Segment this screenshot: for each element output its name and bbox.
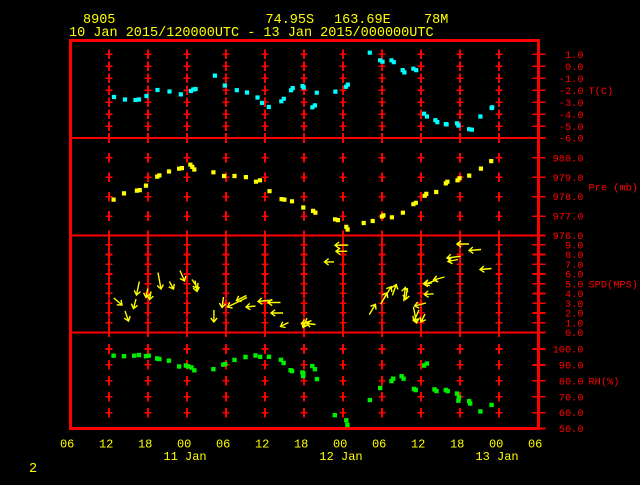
- svg-text:9.0: 9.0: [565, 240, 584, 252]
- svg-text:979.0: 979.0: [553, 173, 584, 185]
- svg-text:SPD(MPS): SPD(MPS): [589, 279, 638, 291]
- svg-text:00: 00: [489, 438, 503, 452]
- svg-text:74.95S: 74.95S: [266, 13, 315, 28]
- svg-text:12: 12: [411, 438, 425, 452]
- svg-text:5.0: 5.0: [565, 279, 584, 291]
- svg-text:60.0: 60.0: [559, 408, 584, 420]
- svg-text:980.0: 980.0: [553, 153, 584, 165]
- svg-text:10 Jan 2015/120000UTC - 13 Jan: 10 Jan 2015/120000UTC - 13 Jan 2015/0000…: [69, 26, 434, 41]
- svg-text:11 Jan: 11 Jan: [163, 450, 206, 464]
- svg-text:1.0: 1.0: [565, 318, 584, 330]
- svg-text:977.0: 977.0: [553, 212, 584, 224]
- svg-text:00: 00: [333, 438, 347, 452]
- svg-text:8905: 8905: [83, 13, 115, 28]
- svg-text:-1.0: -1.0: [559, 74, 584, 86]
- svg-text:90.0: 90.0: [559, 361, 584, 373]
- svg-text:-4.0: -4.0: [559, 110, 584, 122]
- svg-text:18: 18: [450, 438, 464, 452]
- svg-text:0.0: 0.0: [565, 62, 584, 74]
- svg-text:0.0: 0.0: [565, 328, 584, 340]
- svg-text:06: 06: [60, 438, 74, 452]
- svg-text:2.0: 2.0: [565, 309, 584, 321]
- svg-text:RH(%): RH(%): [589, 376, 620, 388]
- svg-text:4.0: 4.0: [565, 289, 584, 301]
- svg-text:1.0: 1.0: [565, 50, 584, 62]
- svg-text:13 Jan: 13 Jan: [475, 450, 518, 464]
- svg-text:78M: 78M: [424, 13, 448, 28]
- svg-text:3.0: 3.0: [565, 299, 584, 311]
- svg-text:12: 12: [255, 438, 269, 452]
- svg-text:70.0: 70.0: [559, 392, 584, 404]
- svg-text:06: 06: [216, 438, 230, 452]
- svg-text:-5.0: -5.0: [559, 122, 584, 134]
- svg-text:100.0: 100.0: [553, 345, 584, 357]
- svg-text:6.0: 6.0: [565, 270, 584, 282]
- svg-text:7.0: 7.0: [565, 260, 584, 272]
- svg-text:06: 06: [528, 438, 542, 452]
- svg-text:163.69E: 163.69E: [334, 13, 391, 28]
- svg-text:18: 18: [294, 438, 308, 452]
- svg-text:12: 12: [99, 438, 113, 452]
- svg-text:12 Jan: 12 Jan: [319, 450, 362, 464]
- svg-text:T(C): T(C): [589, 86, 614, 98]
- svg-text:00: 00: [177, 438, 191, 452]
- svg-text:-3.0: -3.0: [559, 98, 584, 110]
- svg-text:976.0: 976.0: [553, 231, 584, 243]
- svg-text:06: 06: [372, 438, 386, 452]
- svg-text:978.0: 978.0: [553, 192, 584, 204]
- svg-text:2: 2: [29, 462, 37, 477]
- svg-text:18: 18: [138, 438, 152, 452]
- svg-text:-2.0: -2.0: [559, 86, 584, 98]
- svg-text:Pre (mb): Pre (mb): [589, 183, 638, 195]
- svg-text:8.0: 8.0: [565, 250, 584, 262]
- svg-text:-6.0: -6.0: [559, 134, 584, 146]
- svg-text:80.0: 80.0: [559, 376, 584, 388]
- svg-text:50.0: 50.0: [559, 424, 584, 436]
